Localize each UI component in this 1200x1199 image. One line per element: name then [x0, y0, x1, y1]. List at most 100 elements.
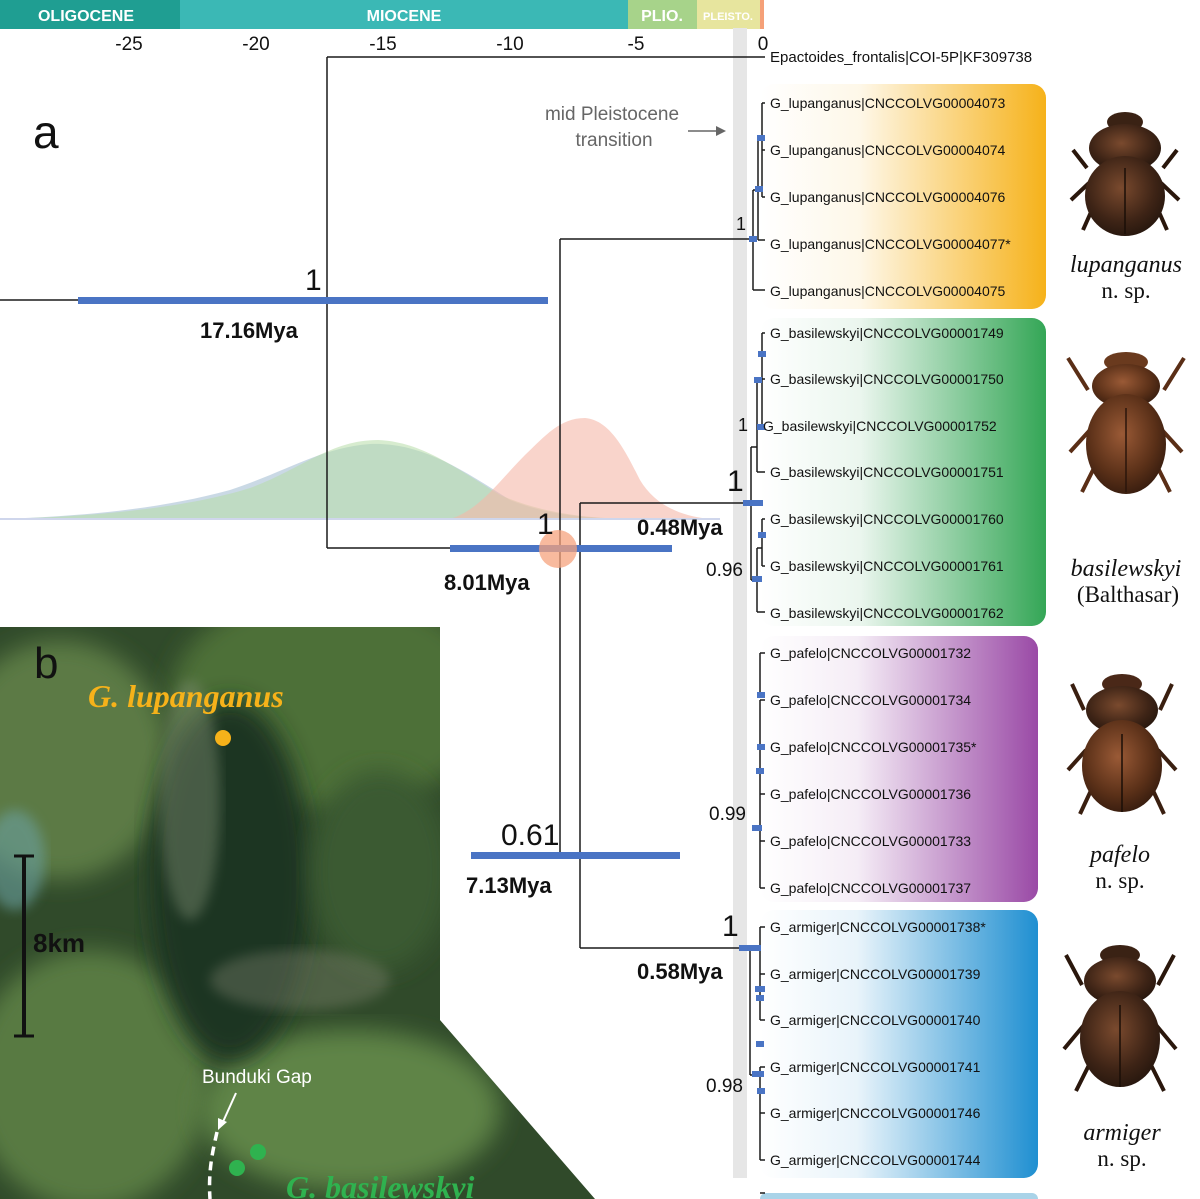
clade-box-next: [760, 1193, 1038, 1199]
annotation-line2: transition: [575, 130, 652, 151]
time-tick: -15: [369, 34, 396, 55]
epoch-oligocene-bar: [0, 0, 180, 29]
tip-label: G_pafelo|CNCCOLVG00001732: [770, 645, 971, 661]
panel-b-label: b: [34, 639, 58, 688]
tip-label: G_lupanganus|CNCCOLVG00004077*: [770, 236, 1011, 252]
age-bar-small: [755, 986, 765, 992]
species-name-armiger: armiger: [1083, 1120, 1161, 1146]
age-bar-small: [756, 768, 764, 774]
map-scale-label: 8km: [33, 928, 85, 958]
tip-label: G_pafelo|CNCCOLVG00001734: [770, 692, 971, 708]
tip-label: G_basilewskyi|CNCCOLVG00001761: [770, 558, 1004, 574]
tip-label: G_basilewskyi|CNCCOLVG00001760: [770, 511, 1004, 527]
tip-label: G_lupanganus|CNCCOLVG00004073: [770, 95, 1006, 111]
node-highlight-n2: [539, 530, 577, 568]
age-bar-small: [758, 351, 766, 357]
beetle-pafelo: [1066, 674, 1178, 815]
density-curve-red: [450, 418, 710, 519]
age-density-curves: [0, 418, 720, 520]
species-author-pafelo: n. sp.: [1095, 868, 1144, 893]
tip-label: G_armiger|CNCCOLVG00001738*: [770, 919, 986, 935]
support-root: 1: [305, 264, 322, 297]
time-axis: -25 -20 -15 -10 -5 0: [115, 34, 768, 55]
age-bar-bas: [743, 500, 763, 506]
tip-label: G_basilewskyi|CNCCOLVG00001762: [770, 605, 1004, 621]
tip-label: G_armiger|CNCCOLVG00001741: [770, 1059, 981, 1075]
clade-box-basilewskyi: [760, 318, 1046, 626]
map-label-bunduki-gap: Bunduki Gap: [202, 1067, 312, 1088]
map-terrain: [0, 810, 45, 910]
tip-label: G_armiger|CNCCOLVG00001746: [770, 1105, 981, 1121]
tip-labels: Epactoides_frontalis|COI-5P|KF309738 G_l…: [763, 49, 1032, 1168]
tip-label: G_pafelo|CNCCOLVG00001736: [770, 786, 971, 802]
species-author-basilewskyi: (Balthasar): [1077, 582, 1179, 607]
map-terrain: [160, 680, 220, 920]
tip-label: G_basilewskyi|CNCCOLVG00001749: [770, 325, 1004, 341]
age-bar-small: [755, 186, 763, 192]
node-labels: 1 17.16Mya 1 8.01Mya 0.61 7.13Mya 1 1 0.…: [200, 214, 748, 1097]
age-bar-small: [752, 825, 762, 831]
age-bar-small: [756, 1041, 764, 1047]
species-name-basilewskyi: basilewskyi: [1071, 556, 1182, 582]
epoch-timescale: OLIGOCENE MIOCENE PLIO. PLEISTO.: [0, 0, 764, 29]
age-bar-small: [757, 692, 765, 698]
beetle-lupanganus: [1069, 112, 1181, 236]
age-bar-arm: [739, 945, 761, 951]
species-author-armiger: n. sp.: [1097, 1146, 1146, 1171]
present-day-band: [733, 28, 747, 1178]
tip-outgroup: Epactoides_frontalis|COI-5P|KF309738: [770, 49, 1032, 66]
epoch-oligocene-label: OLIGOCENE: [38, 8, 134, 25]
map-terrain: [210, 950, 390, 1010]
clade-box-lupanganus: [760, 84, 1046, 309]
epoch-holocene-bar: [760, 0, 764, 29]
clade-box-armiger: [760, 910, 1038, 1178]
age-root: 17.16Mya: [200, 318, 299, 343]
bunduki-gap-arrow: [221, 1092, 237, 1125]
beetle-basilewskyi: [1066, 352, 1186, 494]
time-tick: -5: [628, 34, 645, 55]
age-bas: 0.48Mya: [637, 515, 723, 540]
time-tick: -25: [115, 34, 142, 55]
support-n3: 0.61: [501, 819, 559, 852]
epoch-pliocene-bar: [628, 0, 697, 29]
annotation-arrowhead: [716, 126, 726, 136]
epoch-pleistocene-bar: [697, 0, 760, 29]
panel-a-label: a: [33, 106, 59, 158]
epoch-pleistocene-label: PLEISTO.: [703, 11, 753, 23]
map-label-basilewskyi: G. basilewskyi: [286, 1169, 475, 1199]
tip-label: G_armiger|CNCCOLVG00001740: [770, 1012, 981, 1028]
support-n2: 1: [537, 508, 554, 541]
clade-box-pafelo: [760, 636, 1038, 902]
age-bar-small: [757, 424, 765, 430]
age-n2: 8.01Mya: [444, 570, 530, 595]
age-bar-small: [752, 576, 762, 582]
support-bas: 1: [727, 465, 744, 498]
tip-label: G_pafelo|CNCCOLVG00001735*: [770, 739, 977, 755]
species-author-lupanganus: n. sp.: [1101, 278, 1150, 303]
bunduki-gap-path: [207, 1131, 219, 1199]
age-bar-small: [756, 995, 764, 1001]
map-point-lupanganus: [215, 730, 231, 746]
annotation-line1: mid Pleistocene: [545, 104, 679, 125]
time-tick: 0: [758, 34, 769, 55]
age-bar-small: [752, 1071, 764, 1077]
tip-label: G_basilewskyi|CNCCOLVG00001751: [770, 464, 1004, 480]
map-terrain: [0, 950, 210, 1199]
support-bas-low: 0.96: [706, 560, 743, 581]
age-bar-small: [754, 377, 762, 383]
map-label-lupanganus: G. lupanganus: [88, 678, 284, 714]
support-bas-sub: 1: [738, 415, 748, 435]
support-arm: 1: [722, 910, 739, 943]
epoch-pliocene-label: PLIO.: [641, 8, 683, 25]
age-bar-small: [757, 135, 765, 141]
tip-label: G_armiger|CNCCOLVG00001739: [770, 966, 981, 982]
tip-label: G_pafelo|CNCCOLVG00001733: [770, 833, 971, 849]
beetle-armiger: [1062, 945, 1178, 1092]
epoch-miocene-label: MIOCENE: [367, 8, 442, 25]
density-curve-green: [0, 440, 630, 519]
age-bar-n3: [471, 852, 680, 859]
species-name-pafelo: pafelo: [1088, 842, 1150, 868]
age-bar-small: [757, 1088, 765, 1094]
age-bar-small: [757, 744, 765, 750]
